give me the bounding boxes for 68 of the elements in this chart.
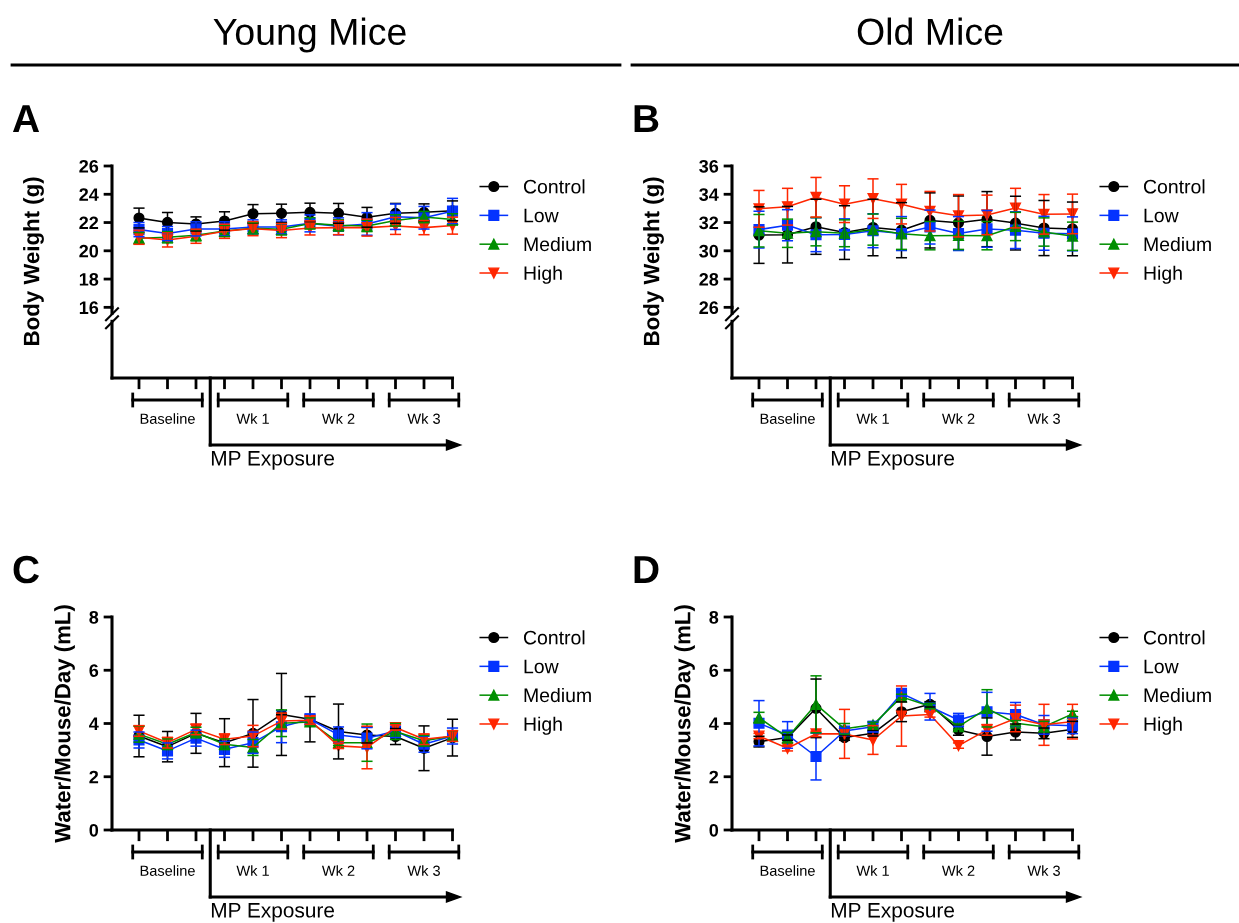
y-tick-label: 26	[699, 301, 719, 315]
y-tick-label: 6	[89, 664, 99, 677]
legend-label: High	[1144, 716, 1182, 735]
y-tick-label: 4	[709, 717, 719, 731]
y-axis-title: Body Weight (g)	[23, 177, 44, 345]
y-tick-label: 2	[709, 770, 719, 784]
legend-label: Control	[523, 630, 585, 645]
legend-label: Low	[1144, 208, 1179, 223]
text: Wk 3	[1027, 413, 1060, 424]
y-axis-title: Water/Mouse/Day (mL)	[54, 605, 75, 843]
legend-label: Medium	[1144, 687, 1211, 703]
y-axis-title: Water/Mouse/Day (mL)	[674, 605, 695, 843]
y-tick-label: 24	[79, 188, 99, 201]
text: MP Exposure	[211, 903, 335, 922]
y-tick-label: 36	[699, 159, 719, 173]
text: Wk 1	[856, 413, 889, 424]
y-axis-title: Body Weight (g)	[643, 177, 664, 345]
y-tick-label: 28	[699, 273, 719, 286]
legend-label: Medium	[1144, 236, 1211, 252]
legend-label: Low	[1144, 659, 1179, 674]
text: Wk 1	[236, 865, 269, 876]
legend-label: Control	[523, 179, 585, 194]
text: Baseline	[140, 865, 195, 876]
y-tick-label: 4	[89, 717, 99, 731]
text: Wk 2	[321, 413, 355, 424]
text: Wk 1	[236, 413, 269, 424]
text: Wk 3	[1027, 865, 1060, 876]
chart-title: B	[634, 105, 659, 132]
text: Baseline	[140, 413, 195, 424]
y-tick-label: 18	[79, 273, 99, 286]
y-tick-label: 2	[89, 770, 99, 784]
chart-subtitle: Young Mice	[213, 17, 406, 53]
y-tick-label: 6	[709, 664, 719, 677]
text: Wk 2	[321, 865, 355, 876]
y-tick-label: 34	[699, 188, 719, 202]
y-tick-label: 8	[709, 610, 719, 624]
text: Baseline	[760, 413, 815, 424]
y-tick-label: 16	[79, 301, 99, 315]
chart-title: A	[12, 105, 40, 132]
text: Wk 2	[941, 865, 975, 876]
legend-label: High	[1144, 265, 1182, 284]
chart-title: D	[634, 556, 659, 583]
text: Wk 2	[941, 413, 975, 424]
legend-label: High	[524, 265, 562, 284]
chart-title: C	[13, 555, 40, 584]
y-tick-label: 8	[89, 610, 99, 624]
y-tick-label: 26	[79, 159, 99, 173]
text: Wk 1	[856, 865, 889, 876]
legend-label: Control	[1143, 179, 1205, 194]
text: MP Exposure	[831, 903, 955, 922]
y-tick-label: 0	[709, 823, 719, 837]
y-tick-label: 20	[79, 244, 99, 258]
text: MP Exposure	[831, 451, 955, 470]
legend-label: High	[524, 716, 562, 735]
text: Baseline	[760, 865, 815, 876]
y-tick-label: 22	[79, 216, 99, 230]
text: MP Exposure	[211, 451, 335, 470]
legend-label: Medium	[524, 687, 591, 703]
chart-subtitle: Old Mice	[857, 17, 1003, 46]
text: Wk 3	[407, 865, 440, 876]
legend-label: Control	[1143, 630, 1205, 645]
y-tick-label: 0	[89, 823, 99, 837]
legend-label: Low	[524, 659, 559, 674]
y-tick-label: 30	[699, 244, 719, 258]
y-tick-label: 32	[699, 216, 719, 230]
legend-label: Medium	[524, 236, 591, 252]
legend-label: Low	[524, 208, 559, 223]
text: Wk 3	[407, 413, 440, 424]
